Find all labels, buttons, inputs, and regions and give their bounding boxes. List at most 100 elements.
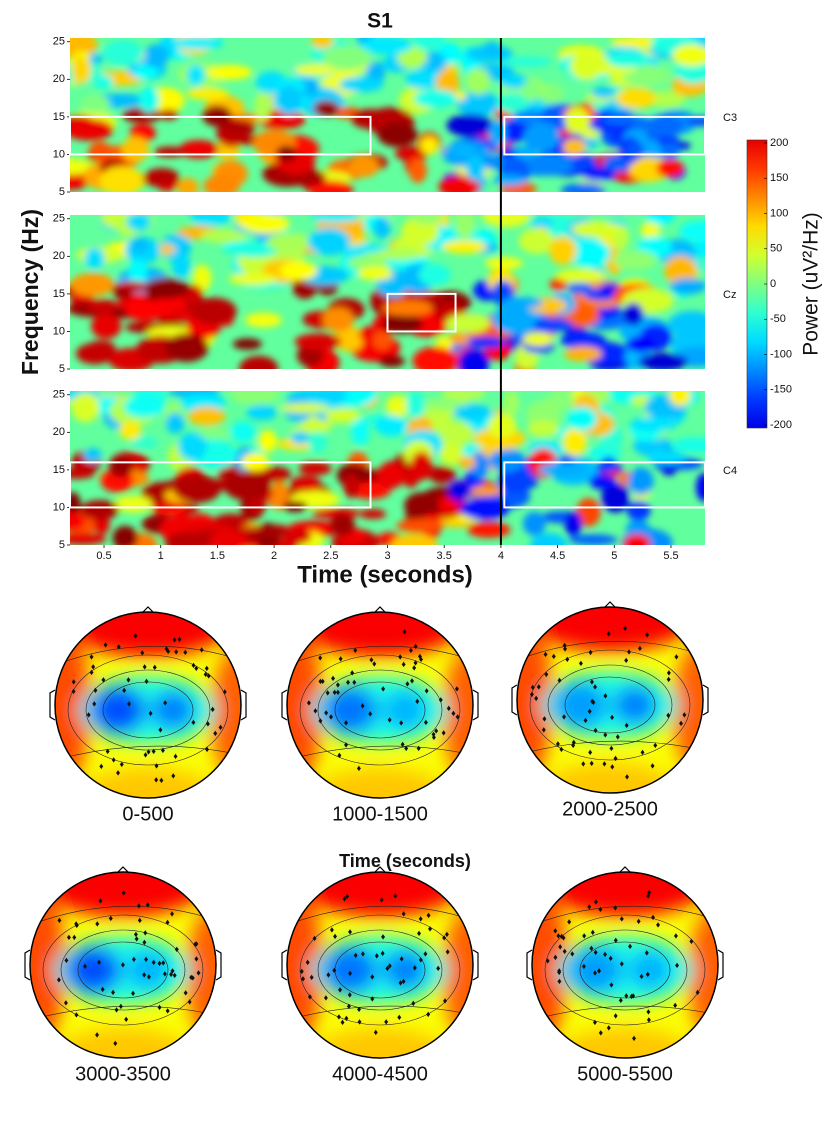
- electrode: ♦: [213, 728, 218, 738]
- electrode: ♦: [183, 988, 188, 998]
- texture-blob: [408, 157, 427, 184]
- texture-blob: [241, 215, 290, 234]
- electrode: ♦: [424, 686, 429, 696]
- electrode: ♦: [381, 931, 386, 941]
- texture-blob: [270, 480, 289, 511]
- texture-blob: [669, 278, 705, 295]
- x-tick-label: 4: [498, 550, 504, 562]
- texture-blob: [540, 763, 680, 793]
- electrode: ♦: [151, 746, 156, 756]
- electrode: ♦: [187, 997, 192, 1007]
- electrode: ♦: [127, 698, 132, 708]
- electrode: ♦: [357, 1016, 362, 1026]
- electrode: ♦: [111, 987, 116, 997]
- electrode: ♦: [618, 995, 623, 1005]
- contour: [55, 645, 241, 666]
- electrode: ♦: [387, 715, 392, 725]
- electrode: ♦: [191, 717, 196, 727]
- electrode: ♦: [639, 971, 644, 981]
- texture-blob: [567, 946, 623, 994]
- electrode: ♦: [583, 715, 588, 725]
- electrode: ♦: [609, 979, 614, 989]
- texture-blob: [230, 391, 280, 405]
- contour: [334, 941, 426, 999]
- electrode: ♦: [346, 677, 351, 687]
- texture-blob: [128, 259, 148, 285]
- electrode: ♦: [398, 977, 403, 987]
- topomap: ♦♦♦♦♦♦♦♦♦♦♦♦♦♦♦♦♦♦♦♦♦♦♦♦♦♦♦♦♦♦♦♦♦♦♦♦♦♦♦♦…: [287, 872, 473, 1058]
- x-tick-label: 2: [271, 550, 277, 562]
- y-tick-label: 10: [53, 501, 65, 513]
- electrode: ♦: [631, 991, 636, 1001]
- contour: [85, 669, 211, 751]
- colorbar-tick-label: -150: [770, 384, 792, 396]
- electrode: ♦: [108, 913, 113, 923]
- texture-blob: [258, 430, 277, 453]
- topomap: ♦♦♦♦♦♦♦♦♦♦♦♦♦♦♦♦♦♦♦♦♦♦♦♦♦♦♦♦♦♦♦♦♦♦♦♦♦♦♦♦…: [517, 607, 703, 793]
- texture-blob: [564, 511, 582, 537]
- texture-blob: [372, 331, 392, 350]
- electrode: ♦: [565, 654, 570, 664]
- contour: [67, 654, 229, 766]
- nose: [116, 866, 130, 874]
- electrode: ♦: [137, 901, 142, 911]
- electrode: ♦: [426, 910, 431, 920]
- texture-blob: [405, 68, 443, 90]
- texture-blob: [498, 466, 536, 494]
- electrode: ♦: [172, 635, 177, 645]
- electrode: ♦: [331, 673, 336, 683]
- electrode: ♦: [193, 939, 198, 949]
- electrode: ♦: [543, 649, 548, 659]
- texture-blob: [695, 472, 705, 502]
- colorbar-tick-label: -50: [770, 313, 786, 325]
- topomap-texture: [287, 872, 473, 1058]
- texture-blob: [688, 905, 718, 1045]
- texture-blob: [172, 38, 224, 50]
- electrode: ♦: [571, 740, 576, 750]
- texture-blob: [244, 527, 287, 538]
- texture-blob: [65, 946, 121, 994]
- electrode: ♦: [89, 667, 94, 677]
- electrode: ♦: [412, 663, 417, 673]
- electrode: ♦: [675, 960, 680, 970]
- head-outline: [516, 606, 704, 794]
- contour: [30, 1005, 216, 1021]
- texture-blob: [454, 215, 476, 239]
- spectrogram: [70, 38, 705, 192]
- electrode: ♦: [400, 739, 405, 749]
- texture-blob: [414, 89, 458, 108]
- texture-blob: [564, 107, 590, 134]
- panel-label: C3: [723, 112, 737, 124]
- electrode: ♦: [559, 744, 564, 754]
- electrode: ♦: [64, 955, 69, 965]
- head-outline: [286, 611, 474, 799]
- electrode: ♦: [99, 761, 104, 771]
- y-axis-label: Frequency (Hz): [17, 209, 43, 375]
- texture-blob: [200, 229, 248, 244]
- texture-blob: [86, 299, 119, 313]
- electrode: ♦: [320, 676, 325, 686]
- contour: [517, 640, 703, 661]
- electrode: ♦: [401, 659, 406, 669]
- electrode: ♦: [142, 662, 147, 672]
- texture-blob: [90, 686, 146, 734]
- electrode: ♦: [579, 658, 584, 668]
- electrode: ♦: [324, 993, 329, 1003]
- electrode: ♦: [530, 689, 535, 699]
- electrode: ♦: [447, 703, 452, 713]
- electrode: ♦: [157, 1002, 162, 1012]
- texture-blob: [70, 272, 115, 297]
- electrode: ♦: [165, 917, 170, 927]
- electrode: ♦: [530, 682, 535, 692]
- texture-blob: [627, 467, 654, 495]
- texture-blob: [567, 406, 598, 431]
- texture-blob: [549, 236, 577, 266]
- contour: [334, 681, 426, 739]
- contour: [287, 1005, 473, 1021]
- contour: [532, 1005, 718, 1021]
- electrode: ♦: [431, 729, 436, 739]
- y-tick-label: 10: [53, 325, 65, 337]
- texture-blob: [55, 612, 90, 798]
- electrode: ♦: [428, 924, 433, 934]
- electrode: ♦: [534, 693, 539, 703]
